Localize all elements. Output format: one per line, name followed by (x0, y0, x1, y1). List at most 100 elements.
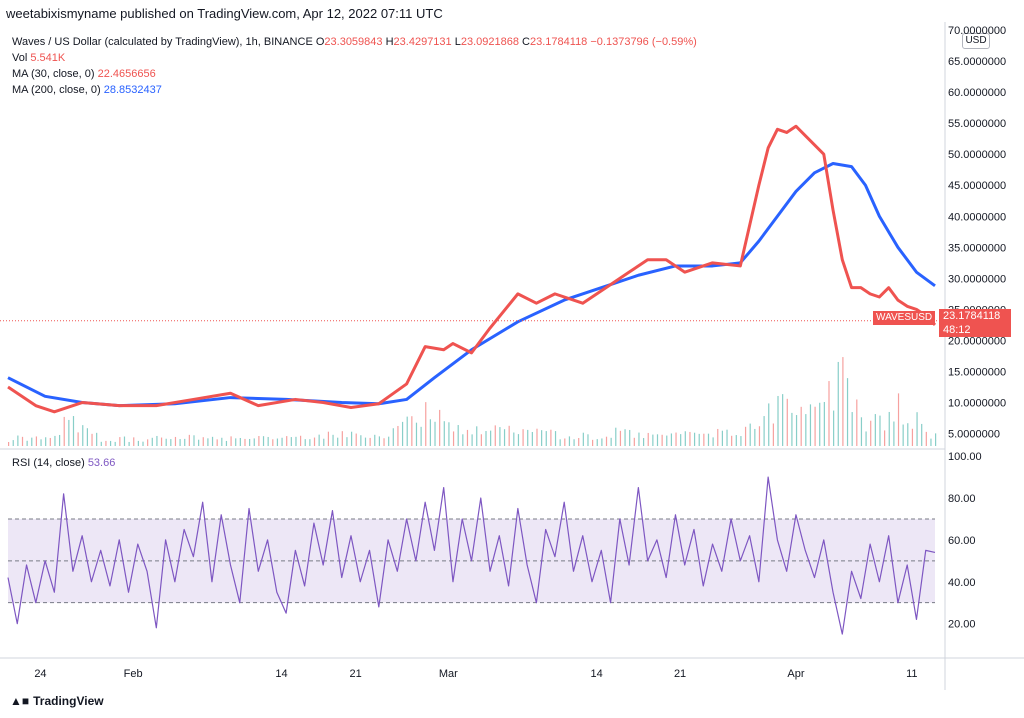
volume-bar (768, 403, 770, 446)
legend-ma200-row[interactable]: MA (200, close, 0) 28.8532437 (12, 82, 697, 98)
volume-bar (457, 425, 459, 446)
volume-bar (8, 442, 10, 446)
volume-bar (448, 422, 450, 446)
volume-bar (91, 433, 93, 446)
currency-badge[interactable]: USD (962, 33, 990, 49)
volume-bar (369, 437, 371, 446)
volume-bar (503, 429, 506, 446)
volume-bar (211, 436, 214, 446)
rsi-legend[interactable]: RSI (14, close) 53.66 (12, 457, 115, 469)
volume-bar (439, 409, 441, 446)
volume-bar (17, 435, 19, 446)
high-value: 23.4297131 (393, 36, 452, 48)
volume-bar (184, 438, 186, 446)
volume-bar (485, 431, 487, 446)
volume-bar (443, 421, 445, 446)
volume-bar (578, 438, 580, 446)
volume-bar (392, 428, 394, 446)
legend-ma30-row[interactable]: MA (30, close, 0) 22.4656656 (12, 66, 697, 82)
volume-bar (346, 437, 348, 446)
price-tick-label: 20.0000000 (948, 335, 1006, 347)
volume-bar (253, 438, 255, 446)
volume-bar (480, 434, 482, 446)
volume-bar (735, 435, 737, 446)
legend-volume-row[interactable]: Vol 5.541K (12, 50, 697, 66)
volume-bar (707, 433, 710, 446)
volume-bar (160, 437, 163, 446)
volume-bar (731, 435, 733, 446)
volume-bar (337, 437, 339, 446)
volume-bar (592, 439, 594, 446)
volume-bar (884, 430, 886, 446)
volume-bar (300, 435, 302, 446)
rsi-tick-label: 60.00 (948, 535, 976, 547)
volume-bar (207, 438, 209, 446)
volume-bar (670, 433, 673, 446)
volume-bar (327, 431, 330, 446)
volume-bar (100, 441, 102, 446)
chart-legend: Waves / US Dollar (calculated by Trading… (12, 34, 697, 98)
volume-bar (527, 429, 529, 446)
volume-bar (12, 440, 14, 446)
volume-bar (800, 406, 802, 446)
time-tick-label: 21 (674, 668, 686, 680)
volume-bar (119, 437, 121, 446)
volume-bar (82, 425, 84, 446)
rsi-tick-label: 20.00 (948, 619, 976, 631)
volume-bar (680, 434, 682, 446)
volume-bar (466, 429, 469, 446)
volume-bar (851, 412, 853, 446)
volume-bar (258, 436, 260, 446)
volume-bar (925, 431, 927, 446)
volume-bar (54, 435, 56, 446)
volume-bar (72, 416, 75, 446)
volume-bar (610, 437, 612, 446)
volume-bar (471, 434, 473, 446)
volume-bar (21, 436, 24, 446)
volume-bar (267, 436, 269, 446)
price-tick-label: 5.0000000 (948, 429, 1000, 441)
high-label: H (385, 36, 394, 48)
tradingview-logo[interactable]: ▲■ TradingView (10, 694, 104, 708)
time-tick-label: 24 (34, 668, 46, 680)
volume-bar (786, 398, 788, 446)
volume-bar (809, 404, 812, 446)
symbol-title[interactable]: Waves / US Dollar (calculated by Trading… (12, 36, 313, 48)
volume-bar (425, 402, 427, 446)
volume-bar (290, 437, 292, 446)
volume-bar (165, 438, 167, 446)
volume-bar (272, 439, 274, 446)
volume-bar (629, 429, 631, 446)
volume-bar (582, 432, 584, 446)
volume-label: Vol (12, 52, 28, 64)
volume-bar (142, 441, 144, 446)
volume-bar (791, 412, 793, 446)
volume-bar (619, 430, 622, 446)
rsi-tick-label: 40.00 (948, 577, 976, 589)
volume-bar (749, 423, 751, 446)
volume-bar (763, 416, 765, 446)
price-tick-label: 45.0000000 (948, 180, 1006, 192)
volume-bar (758, 426, 761, 446)
volume-bar (508, 425, 510, 446)
volume-bar (522, 429, 524, 446)
volume-bar (605, 436, 608, 446)
close-label: C (522, 36, 530, 48)
volume-bar (633, 437, 635, 446)
volume-bar (105, 440, 107, 446)
rsi-line (7, 476, 936, 635)
volume-bar (550, 429, 552, 446)
price-tick-label: 30.0000000 (948, 273, 1006, 285)
volume-bar (874, 414, 876, 446)
ma200-line (7, 161, 936, 408)
volume-bar (174, 436, 177, 446)
tradingview-brand: TradingView (33, 694, 104, 708)
rsi-tick-label: 100.00 (948, 451, 982, 463)
volume-bar (596, 439, 598, 446)
rsi-tick-label: 80.00 (948, 493, 976, 505)
volume-bar (513, 432, 515, 446)
bar-countdown: 48:12 (943, 324, 971, 336)
volume-bar (624, 429, 626, 446)
volume-bar (921, 423, 923, 446)
